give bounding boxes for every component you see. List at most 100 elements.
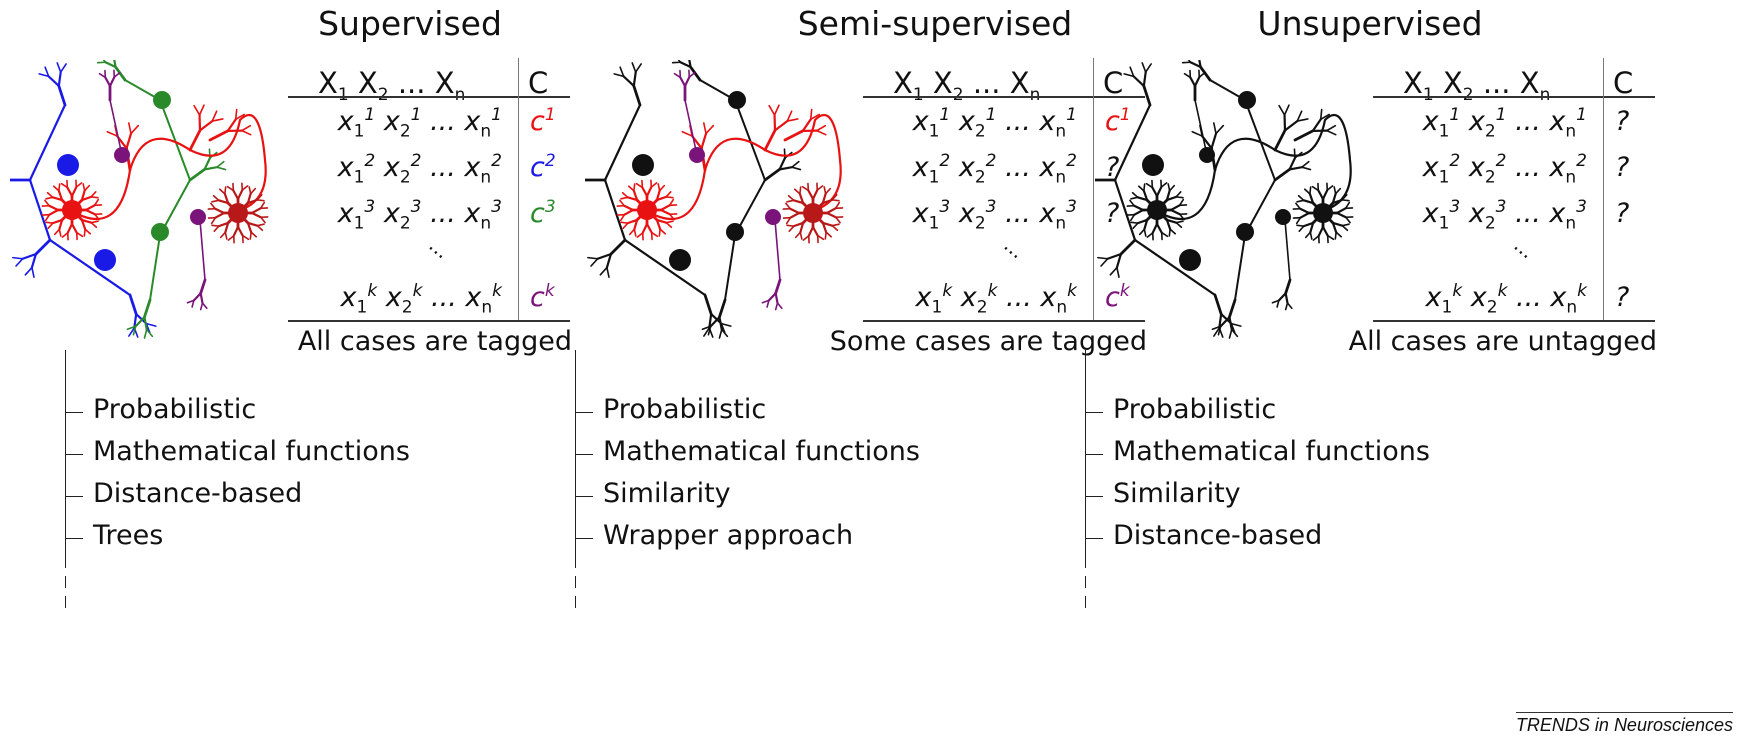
- branch-tick: [1085, 454, 1103, 455]
- feature-values: x11 x21 ... xn1: [913, 105, 1077, 140]
- class-symbol: ?: [1105, 198, 1120, 229]
- class-symbol: c: [1105, 282, 1120, 313]
- class-value: c1: [530, 106, 556, 137]
- row-ellipsis: ...: [421, 198, 465, 229]
- method-label: Mathematical functions: [603, 436, 920, 467]
- axon-c: [1154, 113, 1352, 221]
- x1-value: x: [1422, 198, 1439, 229]
- xn-value: x: [1039, 152, 1056, 183]
- x2-value-superscript: 3: [985, 197, 997, 217]
- neuron-soma-4: [726, 223, 744, 241]
- feature-values: x13 x23 ... xn3: [1422, 197, 1587, 232]
- xn-value-superscript: 1: [1066, 105, 1077, 125]
- xn-value-index: n: [1055, 121, 1067, 142]
- table-caption: Some cases are tagged: [829, 326, 1147, 357]
- x2-value: x: [1468, 198, 1485, 229]
- row-ellipsis: ...: [422, 282, 466, 313]
- x1-value-index: 1: [353, 121, 365, 142]
- table-row: x12 x22 ... xn2?: [863, 152, 1145, 188]
- header-rule: [288, 96, 570, 98]
- class-index: k: [544, 281, 555, 301]
- pyramidal-neuron-1: [41, 179, 103, 241]
- var-ellipsis: ...: [1473, 66, 1520, 100]
- xn-value: x: [1550, 282, 1567, 313]
- branch-tick: [575, 496, 593, 497]
- branch-tick: [575, 538, 593, 539]
- x1-value: x: [912, 198, 929, 229]
- x1-value-superscript: 3: [939, 197, 951, 217]
- x2-value-index: 2: [1484, 121, 1496, 142]
- x2-value-superscript: 3: [410, 197, 422, 217]
- x1-value: x: [337, 152, 354, 183]
- column-divider: [518, 58, 519, 320]
- class-symbol: ?: [1105, 152, 1120, 183]
- neuron-network: [561, 47, 844, 339]
- neuron-soma-3: [153, 91, 171, 109]
- x2-value-index: 2: [1484, 167, 1496, 188]
- x2-value-index: 2: [1486, 297, 1498, 318]
- neuron-illustration: [561, 47, 870, 360]
- column-divider: [1093, 58, 1094, 320]
- class-symbol: ?: [1615, 282, 1630, 313]
- tree-dash-1: [575, 576, 576, 588]
- x2-value-superscript: 2: [410, 151, 422, 171]
- x2-value-index: 2: [399, 121, 411, 142]
- row-ellipsis: ...: [997, 282, 1041, 313]
- table-row: x11 x21 ... xn1?: [1373, 106, 1655, 142]
- x2-value-superscript: 2: [985, 151, 997, 171]
- pyramidal-neuron-1: [616, 179, 678, 241]
- var-x1-index: 1: [1422, 84, 1434, 105]
- var-xn: X: [1519, 66, 1540, 100]
- method-tree: Probabilistic Mathematical functions Simil…: [575, 350, 1075, 650]
- pyramidal-neuron-1: [1126, 179, 1188, 241]
- neuron-soma-5: [114, 147, 130, 163]
- xn-value: x: [1549, 152, 1566, 183]
- row-ellipsis: ...: [996, 106, 1040, 137]
- var-x2-index: 2: [952, 84, 964, 105]
- x2-value-index: 2: [974, 167, 986, 188]
- feature-values: x13 x23 ... xn3: [338, 197, 502, 232]
- method-tree: Probabilistic Mathematical functions Simil…: [1085, 350, 1585, 650]
- neuron-illustration: [1071, 47, 1380, 360]
- x1-value-index: 1: [931, 297, 943, 318]
- tree-trunk: [1085, 350, 1086, 568]
- branch-tick: [65, 496, 83, 497]
- x1-value-index: 1: [928, 121, 940, 142]
- x1-value-index: 1: [1441, 297, 1453, 318]
- var-x2: X: [932, 66, 953, 100]
- table-row: x11 x21 ... xn1 c1: [863, 106, 1145, 142]
- x2-value-superscript: 3: [1495, 197, 1507, 217]
- xn-value: x: [464, 198, 481, 229]
- neuron-soma-3: [1238, 91, 1256, 109]
- x1-value-index: 1: [353, 213, 365, 234]
- var-xn-index: n: [454, 84, 466, 105]
- table-header: X1 X2 ... Xn C: [288, 66, 570, 105]
- neuron-soma-1: [632, 154, 654, 176]
- var-x2: X: [357, 66, 378, 100]
- class-value: ?: [1105, 198, 1119, 229]
- neuron-soma-6: [190, 209, 206, 225]
- class-symbol: ?: [1615, 152, 1630, 183]
- xn-value-index: n: [1566, 297, 1578, 318]
- class-index: k: [1119, 281, 1130, 301]
- branch-tick: [65, 538, 83, 539]
- neuron-soma-2: [1179, 249, 1201, 271]
- xn-value-superscript: 1: [1576, 105, 1587, 125]
- bottom-rule: [1373, 320, 1655, 322]
- xn-value-index: n: [1565, 167, 1577, 188]
- row-ellipsis: ...: [421, 106, 465, 137]
- var-x2: X: [1442, 66, 1463, 100]
- neuron-soma-6: [765, 209, 781, 225]
- var-xn-index: n: [1029, 84, 1041, 105]
- axon-b: [699, 79, 767, 301]
- var-x2-index: 2: [377, 84, 389, 105]
- method-label: Distance-based: [93, 478, 303, 509]
- column-divider: [1603, 58, 1604, 320]
- x1-value-index: 1: [1438, 167, 1450, 188]
- x1-value-index: 1: [353, 167, 365, 188]
- x2-value-index: 2: [974, 121, 986, 142]
- neuron-illustration: [0, 47, 295, 360]
